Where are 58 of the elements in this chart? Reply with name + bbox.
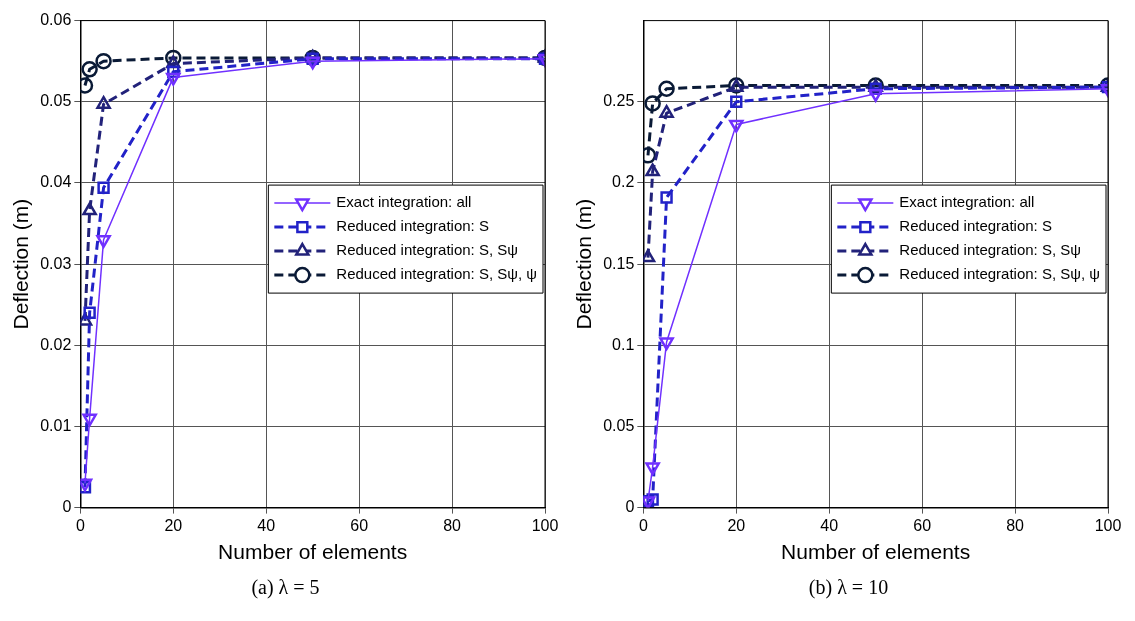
x-tick-label: 80 [1006, 516, 1025, 534]
x-tick-label: 40 [820, 516, 839, 534]
y-tick-label: 0.05 [603, 416, 635, 434]
x-tick-label: 60 [913, 516, 932, 534]
y-tick-label: 0.06 [40, 11, 72, 29]
y-tick-label: 0.15 [603, 254, 635, 272]
y-tick-label: 0.2 [612, 173, 635, 191]
legend-label: Reduced integration: S [336, 217, 489, 235]
y-tick-label: 0.04 [40, 173, 72, 191]
point [728, 119, 744, 133]
legend-label: Exact integration: all [899, 193, 1035, 211]
legend-label: Reduced integration: S, Sψ [899, 241, 1081, 259]
y-axis-title: Deflection (m) [9, 198, 33, 330]
y-tick-label: 0 [62, 498, 72, 516]
point [868, 88, 883, 102]
y-tick-label: 0.02 [40, 335, 72, 353]
point [643, 249, 656, 263]
point [658, 80, 675, 98]
y-axis-title: Deflection (m) [572, 198, 596, 330]
y-tick-label: 0.25 [603, 92, 635, 110]
y-tick-label: 0.05 [40, 92, 72, 110]
y-tick-label: 0.1 [612, 335, 635, 353]
x-tick-label: 80 [443, 516, 462, 534]
point [81, 61, 98, 78]
point [97, 181, 110, 194]
point [659, 337, 674, 351]
x-tick-label: 0 [638, 516, 648, 534]
point [305, 56, 320, 70]
text: (b) λ = 10 [808, 576, 889, 599]
point [645, 163, 660, 177]
point [83, 306, 96, 319]
x-tick-label: 60 [350, 516, 369, 534]
x-tick-label: 20 [727, 516, 746, 534]
text: (a) λ = 5 [251, 576, 320, 599]
point [96, 235, 111, 248]
point [95, 52, 112, 70]
point [82, 202, 97, 216]
x-tick-label: 0 [75, 516, 85, 534]
point [645, 462, 660, 476]
legend-label: Reduced integration: S [899, 217, 1052, 235]
x-axis-title: Number of elements [218, 540, 408, 564]
legend-label: Reduced integration: S, Sψ, ψ [899, 265, 1101, 283]
legend-label: Reduced integration: S, Sψ [336, 241, 518, 259]
x-axis-title: Number of elements [781, 540, 971, 564]
x-tick-label: 40 [257, 516, 276, 534]
point [660, 191, 673, 204]
point [82, 413, 97, 427]
point [644, 95, 661, 112]
x-tick-label: 20 [164, 516, 183, 534]
x-tick-label: 100 [531, 516, 559, 534]
point [730, 95, 743, 108]
legend-label: Exact integration: all [336, 193, 472, 211]
y-tick-label: 0.03 [40, 254, 72, 272]
y-tick-label: 0 [625, 498, 635, 516]
y-tick-label: 0.01 [40, 416, 72, 434]
legend-label: Reduced integration: S, Sψ, ψ [336, 265, 538, 283]
x-tick-label: 100 [1094, 516, 1122, 534]
point [165, 72, 181, 86]
